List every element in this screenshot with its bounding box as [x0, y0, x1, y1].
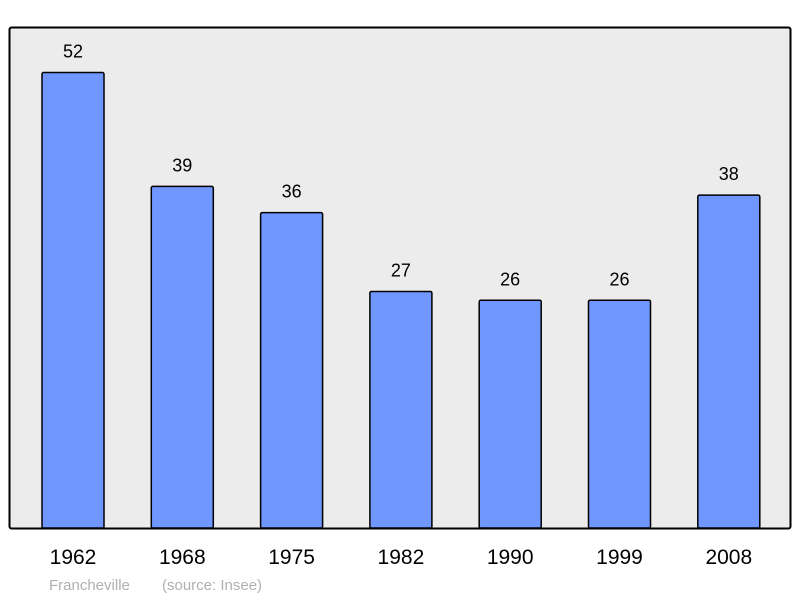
data-label-1990: 26 [500, 269, 520, 289]
bar-1975 [259, 211, 324, 529]
data-label-1999: 26 [609, 269, 629, 289]
bar-1982 [369, 290, 433, 529]
bar-2008 [697, 194, 761, 529]
x-tick-1990: 1990 [487, 546, 534, 569]
x-tick-1999: 1999 [596, 546, 643, 569]
bar-1999 [587, 299, 652, 529]
x-tick-1968: 1968 [159, 546, 206, 569]
bar-1962 [41, 71, 105, 529]
footer-source: (source: Insee) [162, 577, 262, 594]
footer-place: Francheville [49, 577, 130, 594]
x-tick-1962: 1962 [50, 546, 97, 569]
data-label-2008: 38 [719, 164, 739, 184]
x-tick-1982: 1982 [378, 546, 425, 569]
bar-1990 [478, 299, 542, 529]
data-label-1962: 52 [63, 42, 83, 62]
bar-1968 [150, 185, 215, 529]
data-label-1968: 39 [172, 155, 192, 175]
data-label-1975: 36 [282, 182, 302, 202]
data-label-1982: 27 [391, 261, 411, 281]
x-tick-1975: 1975 [268, 546, 315, 569]
x-tick-2008: 2008 [705, 546, 752, 569]
